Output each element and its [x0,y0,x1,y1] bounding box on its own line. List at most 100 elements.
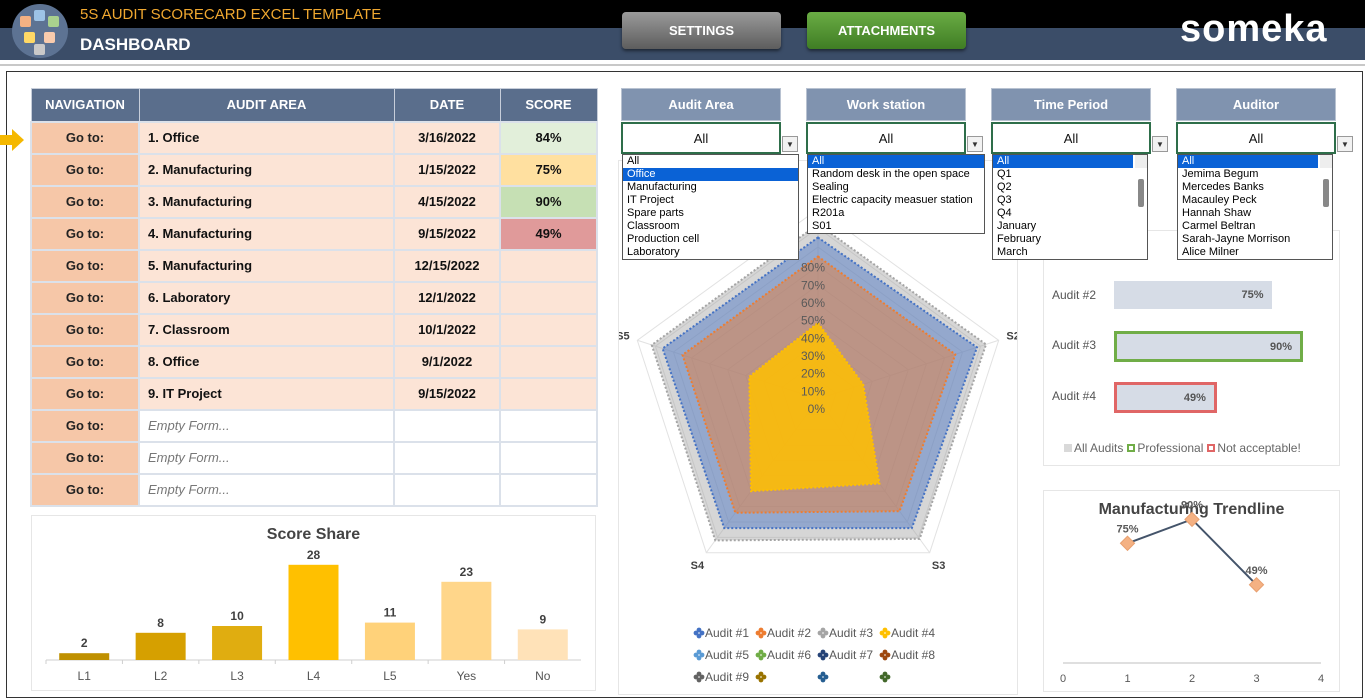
scrollbar-thumb[interactable] [1323,179,1329,207]
legend-marker-icon [761,674,767,680]
legend-marker-icon [885,652,891,658]
legend-professional-swatch [1127,444,1136,452]
filter-option[interactable]: Sealing [812,181,849,193]
filter-option[interactable]: Hannah Shaw [1182,207,1252,219]
header-separator [0,64,1365,66]
filter-option[interactable]: Macauley Peck [1182,194,1257,206]
goto-link[interactable]: Go to: [30,216,140,251]
audit-bar-label: Audit #3 [1052,338,1097,352]
score-share-bar [441,581,492,660]
goto-link[interactable]: Go to: [30,376,140,411]
audit-bar: 90% [1114,331,1303,362]
filter-option[interactable]: Mercedes Banks [1182,181,1264,193]
scrollbar-thumb[interactable] [1138,179,1144,207]
filter-option[interactable]: All [627,155,640,167]
filter-value[interactable]: All [806,122,966,154]
date-cell [393,408,501,443]
filter-option[interactable]: Carmel Beltran [1182,220,1256,232]
legend-marker-icon [696,649,702,655]
score-cell [499,376,598,411]
legend-marker-icon [755,630,761,636]
filter-option[interactable]: All [1178,155,1318,168]
filter-option[interactable]: Electric capacity measuer station [812,194,973,206]
radar-series-area [748,321,881,493]
filter-option[interactable]: Office [623,168,798,181]
score-share-value-label: 2 [81,636,88,650]
goto-link[interactable]: Go to: [30,184,140,219]
attachments-button[interactable]: ATTACHMENTS [807,12,966,49]
filter-option[interactable]: R201a [812,207,845,219]
filter-option[interactable]: All [808,155,984,168]
radar-tick-label: 70% [801,278,825,292]
date-cell: 9/15/2022 [393,376,501,411]
goto-link[interactable]: Go to: [30,440,140,475]
radar-panel: 0% 10% 20% 30% 40% 50% 60% 70% 80% S2 S3 S4 S5 Audit … [618,160,1018,695]
filter-option[interactable]: Q4 [997,207,1012,219]
filter-option[interactable]: S01 [812,220,832,232]
goto-link[interactable]: Go to: [30,152,140,187]
filter-option[interactable]: Sarah-Jayne Morrison [1182,233,1291,245]
legend-marker-icon [755,652,761,658]
filter-option[interactable]: IT Project [627,194,674,206]
goto-link[interactable]: Go to: [30,120,140,155]
filter-option[interactable]: Manufacturing [627,181,697,193]
score-share-chart: 2 L1 8 L2 10 L3 28 L4 11 L5 23 Yes 9 No [45,548,581,683]
filter-option[interactable]: Laboratory [627,246,680,258]
filter-option[interactable]: Jemima Begum [1182,168,1259,180]
filter-option[interactable]: Spare parts [627,207,684,219]
dropdown-arrow-icon[interactable]: ▼ [1152,136,1168,152]
score-share-value-label: 8 [157,616,164,630]
filter-value[interactable]: All [621,122,781,154]
legend-marker-icon [820,655,826,661]
filter-option[interactable]: All [993,155,1133,168]
filter-value[interactable]: All [1176,122,1336,154]
score-cell: 90% [499,184,598,219]
trend-x-tick-label: 0 [1060,673,1066,685]
filter-option[interactable]: February [997,233,1042,245]
trend-x-tick-label: 2 [1189,673,1195,685]
goto-link[interactable]: Go to: [30,248,140,283]
dropdown-arrow-icon[interactable]: ▼ [1337,136,1353,152]
filter-option[interactable]: Classroom [627,220,680,232]
goto-link[interactable]: Go to: [30,344,140,379]
page-title: DASHBOARD [80,35,191,54]
filter-options-list[interactable]: All Random desk in the open space Sealing E… [807,154,985,234]
filter-option[interactable]: Q1 [997,168,1012,180]
legend-marker-icon [758,655,764,661]
filter-options-list[interactable]: All Q1 Q2 Q3 Q4 January February March [992,154,1148,260]
date-cell: 3/16/2022 [393,120,501,155]
radar-legend-label: Audit #5 [705,648,749,662]
radar-legend-label: Audit #7 [829,648,873,662]
radar-legend-item: Audit #7 [817,648,873,662]
goto-link[interactable]: Go to: [30,408,140,443]
goto-link[interactable]: Go to: [30,472,140,507]
filter-option[interactable]: Alice Milner [1182,246,1239,258]
filter-option[interactable]: March [997,246,1028,258]
col-header-date: DATE [393,88,501,122]
table-row: Go to: 5. Manufacturing 12/15/2022 [30,248,598,283]
dropdown-arrow-icon[interactable]: ▼ [782,136,798,152]
score-share-category-label: L1 [78,669,92,683]
legend-marker-icon [696,655,702,661]
goto-link[interactable]: Go to: [30,280,140,315]
filter-option[interactable]: Q3 [997,194,1012,206]
filter-value[interactable]: All [991,122,1151,154]
filter-options-list[interactable]: All Jemima Begum Mercedes Banks Macauley Pe… [1177,154,1333,260]
radar-axis-label: S2 [1006,331,1017,343]
score-share-category-label: L4 [307,669,321,683]
filter-label: Auditor [1176,88,1336,121]
settings-button[interactable]: SETTINGS [622,12,781,49]
filter-option[interactable]: Production cell [627,233,700,245]
filter-scrollbar[interactable] [1320,155,1332,207]
radar-legend-label: Audit #2 [767,626,811,640]
goto-link[interactable]: Go to: [30,312,140,347]
table-row: Go to: 4. Manufacturing 9/15/2022 49% [30,216,598,251]
filter-option[interactable]: Random desk in the open space [812,168,970,180]
filter-option[interactable]: January [997,220,1037,232]
dropdown-arrow-icon[interactable]: ▼ [967,136,983,152]
filter-options-list[interactable]: All Office Manufacturing IT Project Spare pa… [622,154,799,260]
filter-scrollbar[interactable] [1135,155,1147,207]
app-title: 5S AUDIT SCORECARD EXCEL TEMPLATE [80,6,382,23]
legend-marker-icon [693,674,699,680]
filter-option[interactable]: Q2 [997,181,1012,193]
